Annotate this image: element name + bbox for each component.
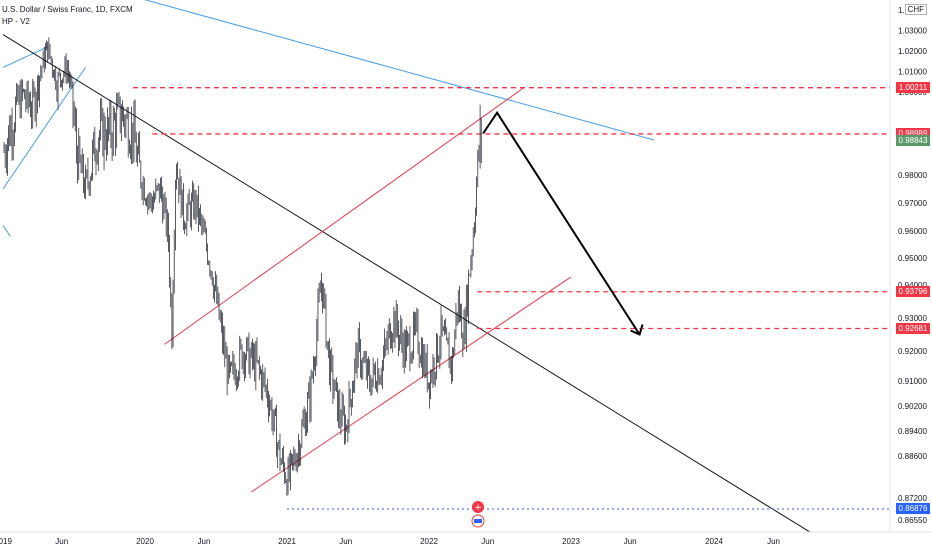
- time-tick-label: Jun: [624, 537, 637, 546]
- price-tick-label: 0.96000: [898, 227, 927, 236]
- price-badge: 1.00211: [896, 82, 930, 94]
- time-tick-label: 2020: [136, 537, 154, 546]
- price-badge: 0.98843: [896, 134, 930, 146]
- blue-trendline: [2, 46, 48, 68]
- price-badge: 0.92681: [896, 323, 930, 335]
- blue-trendline: [144, 0, 655, 141]
- time-tick-label: Jun: [55, 537, 68, 546]
- time-axis[interactable]: 2019 Jun 2020 Jun 2021 Jun 2022 Jun 2023 Jun 2024 J…: [0, 537, 780, 546]
- forecast-arrow: [482, 110, 641, 336]
- red-channel-lower: [251, 276, 572, 493]
- time-tick-label: 2019: [0, 537, 12, 546]
- time-tick-label: 2024: [705, 537, 723, 546]
- price-tick-label: 0.88600: [898, 452, 927, 461]
- symbol-title[interactable]: U.S. Dollar / Swiss Franc, 1D, FXCM: [2, 5, 133, 14]
- time-tick-label: Jun: [481, 537, 494, 546]
- red-channel-upper: [164, 87, 524, 345]
- price-tick-label: 1.02000: [898, 47, 927, 56]
- blue-trendline: [2, 225, 11, 237]
- currency-badge[interactable]: CHF: [904, 4, 927, 15]
- trendline-layer: [2, 0, 890, 533]
- price-tick-label: 0.91000: [898, 377, 927, 386]
- price-badge: 0.86876: [896, 503, 930, 515]
- time-tick-label: Jun: [339, 537, 352, 546]
- us-flag-icon: [474, 519, 482, 523]
- price-tick-label: 0.95000: [898, 254, 927, 263]
- indicator-label[interactable]: HP - V2: [2, 17, 30, 26]
- price-badge: 0.93796: [896, 286, 930, 298]
- price-tick-label: 0.87200: [898, 494, 927, 503]
- arrow-head-icon: [630, 324, 644, 336]
- price-tick-label: 0.98000: [898, 171, 927, 180]
- price-tick-label: 0.92000: [898, 347, 927, 356]
- price-tick-label: 0.93000: [898, 314, 927, 323]
- price-badge: 0.98989: [896, 128, 930, 140]
- dividend-event-icon[interactable]: [472, 501, 484, 513]
- time-tick-label: 2021: [278, 537, 296, 546]
- time-tick-label: 2022: [420, 537, 438, 546]
- time-tick-label: Jun: [767, 537, 780, 546]
- plus-icon: +: [474, 503, 482, 513]
- time-tick-label: 2023: [562, 537, 580, 546]
- price-tick-label: 0.89400: [898, 427, 927, 436]
- annotation-layer: [482, 110, 644, 336]
- black-trendline: [2, 34, 810, 533]
- candles-layer: [3, 37, 482, 497]
- price-tick-label: 1.01000: [898, 68, 927, 77]
- price-tick-label: 0.90200: [898, 402, 927, 411]
- price-tick-label: 0.97000: [898, 199, 927, 208]
- event-markers[interactable]: +: [471, 501, 485, 528]
- time-tick-label: Jun: [198, 537, 211, 546]
- price-tick-label: 1.03000: [898, 27, 927, 36]
- price-tick-label: 0.86550: [898, 516, 927, 525]
